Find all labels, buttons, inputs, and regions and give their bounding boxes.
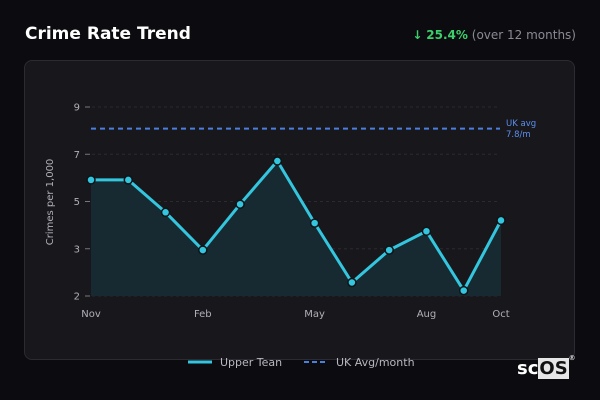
x-tick-label: Aug <box>417 309 437 320</box>
y-axis: 2 3 5 7 9 <box>74 103 90 303</box>
logo-prefix: sc <box>517 358 539 379</box>
logo-boxed: OS <box>538 358 569 379</box>
y-tick-label: 9 <box>74 103 80 114</box>
y-tick-label: 2 <box>74 292 80 303</box>
uk-avg-annotation-line2: 7.8/m <box>506 130 531 140</box>
x-tick-label: Oct <box>492 309 509 320</box>
data-point[interactable] <box>198 245 208 255</box>
y-tick-label: 7 <box>74 150 80 161</box>
series-line <box>91 159 503 293</box>
data-point[interactable] <box>272 156 283 166</box>
data-point[interactable] <box>160 207 171 218</box>
legend-uk-label: UK Avg/month <box>336 356 415 369</box>
uk-avg-annotation-line1: UK avg <box>506 119 536 129</box>
data-point[interactable] <box>235 199 245 209</box>
change-summary: ↓ 25.4% (over 12 months) <box>412 28 576 42</box>
data-point[interactable] <box>86 175 96 185</box>
x-tick-label: May <box>304 309 325 320</box>
data-point[interactable] <box>384 245 394 255</box>
page-title: Crime Rate Trend <box>25 24 191 44</box>
data-point[interactable] <box>421 226 432 236</box>
data-point[interactable] <box>458 285 469 296</box>
x-tick-label: Feb <box>194 309 212 320</box>
scos-logo: scOS® <box>517 354 576 379</box>
data-point[interactable] <box>309 218 320 228</box>
x-axis: Nov Feb May Aug Oct <box>81 309 509 320</box>
legend-series-label: Upper Tean <box>220 356 282 369</box>
logo-registered-mark: ® <box>568 354 576 362</box>
series-area <box>91 161 501 296</box>
data-point[interactable] <box>347 277 357 288</box>
y-tick-label: 5 <box>74 197 80 208</box>
x-tick-label: Nov <box>81 309 101 320</box>
y-tick-label: 3 <box>74 244 80 255</box>
data-point[interactable] <box>496 215 506 226</box>
data-point[interactable] <box>123 175 134 185</box>
y-axis-label: Crimes per 1,000 <box>45 159 56 246</box>
change-period: (over 12 months) <box>471 28 576 42</box>
legend: Upper Tean UK Avg/month <box>188 356 415 369</box>
change-percent: 25.4% <box>426 28 468 42</box>
data-markers <box>86 156 506 296</box>
down-arrow-icon: ↓ <box>412 28 423 42</box>
